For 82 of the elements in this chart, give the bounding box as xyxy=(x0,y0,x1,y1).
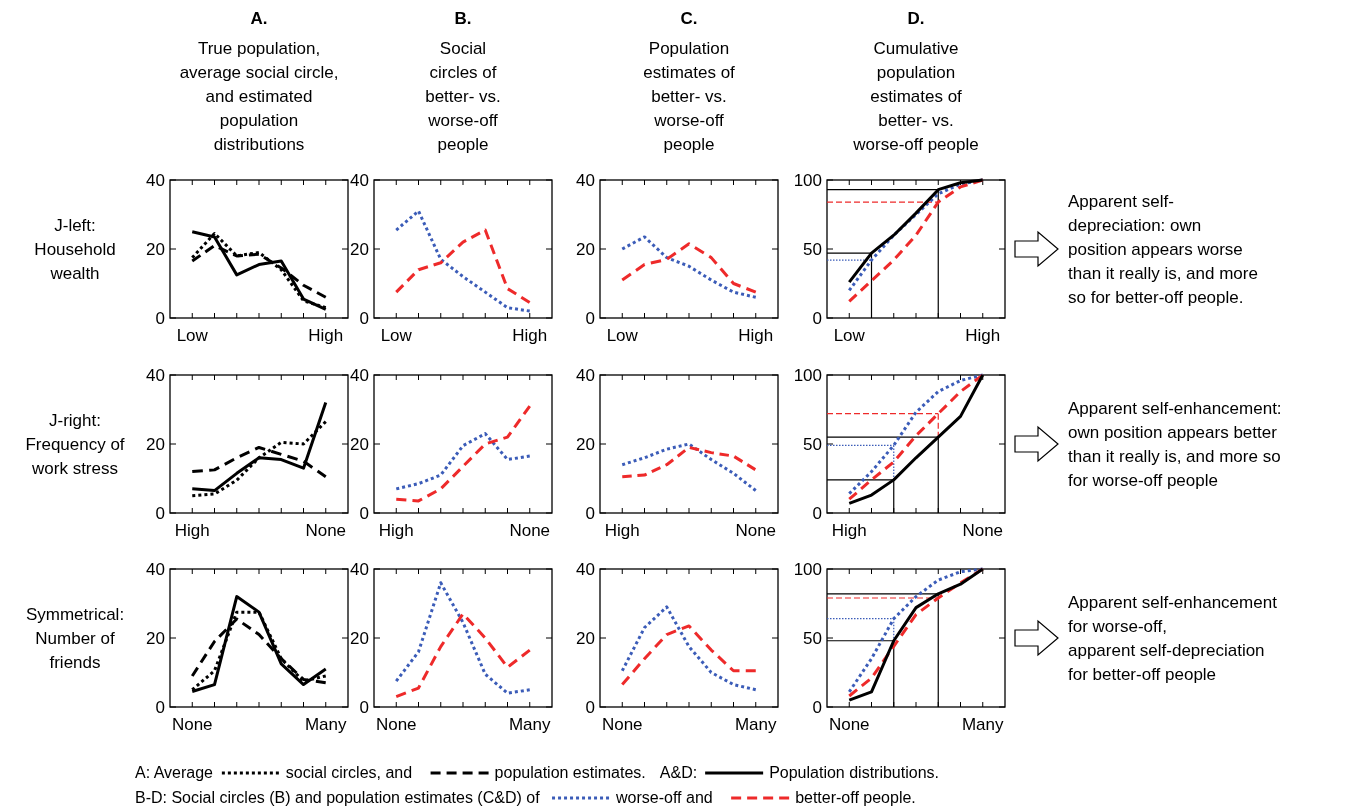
y-tick-label: 0 xyxy=(585,309,595,328)
x-tick-label: High xyxy=(738,326,774,345)
y-tick-label: 40 xyxy=(146,366,165,385)
x-tick-label: Many xyxy=(304,715,348,734)
x-tick-label: Many xyxy=(961,715,1005,734)
text: Apparent self- depreciation: own position appears worse than it really is, and more so for better-off people. xyxy=(1068,192,1258,307)
y-tick-label: 0 xyxy=(155,309,165,328)
x-tick-label: Many xyxy=(508,715,552,734)
y-tick-label: 0 xyxy=(585,504,595,523)
x-tick-label: High xyxy=(378,521,414,540)
x-tick-label: Low xyxy=(176,326,209,345)
x-tick-label: High xyxy=(308,326,344,345)
x-tick-label: High xyxy=(174,521,210,540)
y-tick-label: 0 xyxy=(585,698,595,717)
legend-title: A: Average xyxy=(135,764,214,781)
y-tick-label: 0 xyxy=(359,504,369,523)
x-tick-label: None xyxy=(601,715,643,734)
x-tick-label: None xyxy=(305,521,347,540)
y-tick-label: 50 xyxy=(803,240,822,259)
chart-title: D. xyxy=(907,9,925,28)
y-tick-label: 0 xyxy=(812,309,822,328)
x-tick-label: None xyxy=(375,715,417,734)
legend-label: worse-off and xyxy=(615,789,713,806)
legend-title: B-D: Social circles (B) and population estimates (C&D) of xyxy=(135,789,541,806)
y-tick-label: 20 xyxy=(350,435,369,454)
x-tick-label: High xyxy=(831,521,867,540)
y-tick-label: 40 xyxy=(146,171,165,190)
y-tick-label: 40 xyxy=(350,366,369,385)
x-tick-label: High xyxy=(604,521,640,540)
y-tick-label: 20 xyxy=(350,629,369,648)
y-tick-label: 20 xyxy=(146,240,165,259)
chart-title: C. xyxy=(680,9,698,28)
text: Apparent self-enhancement: own position appears better than it really is, and more so for worse-off people xyxy=(1068,399,1282,490)
y-tick-label: 0 xyxy=(812,698,822,717)
y-tick-label: 100 xyxy=(793,366,822,385)
y-tick-label: 40 xyxy=(350,560,369,579)
legend-title: A&D: xyxy=(659,764,698,781)
y-tick-label: 0 xyxy=(359,309,369,328)
x-tick-label: Low xyxy=(606,326,639,345)
x-tick-label: Low xyxy=(380,326,413,345)
y-tick-label: 0 xyxy=(155,504,165,523)
y-tick-label: 20 xyxy=(576,629,595,648)
y-axis-title: J-left: Household wealth xyxy=(34,216,116,283)
chart-subtitle: True population, average social circle, and estimated population distributions xyxy=(179,39,339,154)
x-tick-label: High xyxy=(512,326,548,345)
x-tick-label: High xyxy=(965,326,1001,345)
legend-label: population estimates. xyxy=(494,764,646,781)
y-tick-label: 40 xyxy=(350,171,369,190)
x-tick-label: None xyxy=(735,521,777,540)
y-tick-label: 40 xyxy=(576,366,595,385)
x-tick-label: Low xyxy=(833,326,866,345)
text: Apparent self-enhancement for worse-off, apparent self-depreciation for better-off people xyxy=(1068,593,1278,684)
x-tick-label: None xyxy=(962,521,1004,540)
y-tick-label: 20 xyxy=(576,435,595,454)
y-tick-label: 50 xyxy=(803,629,822,648)
y-axis-title: Symmetrical: Number of friends xyxy=(25,605,125,672)
y-tick-label: 20 xyxy=(146,629,165,648)
chart-subtitle: Population estimates of better- vs. worse-off people xyxy=(643,39,736,154)
x-tick-label: None xyxy=(171,715,213,734)
y-tick-label: 100 xyxy=(793,171,822,190)
legend-label: Population distributions. xyxy=(769,764,940,781)
x-tick-label: None xyxy=(509,521,551,540)
x-tick-label: None xyxy=(828,715,870,734)
y-tick-label: 0 xyxy=(155,698,165,717)
y-tick-label: 40 xyxy=(576,560,595,579)
y-tick-label: 20 xyxy=(576,240,595,259)
chart-subtitle: Cumulative population estimates of better- vs. worse-off people xyxy=(852,39,979,154)
legend-label: social circles, and xyxy=(285,764,413,781)
y-tick-label: 0 xyxy=(359,698,369,717)
y-tick-label: 40 xyxy=(576,171,595,190)
y-tick-label: 0 xyxy=(812,504,822,523)
y-tick-label: 20 xyxy=(350,240,369,259)
y-axis-title: J-right: Frequency of work stress xyxy=(25,411,125,478)
chart-subtitle: Social circles of better- vs. worse-off people xyxy=(425,39,501,154)
y-tick-label: 20 xyxy=(146,435,165,454)
y-tick-label: 100 xyxy=(793,560,822,579)
chart-title: A. xyxy=(250,9,268,28)
legend-label: better-off people. xyxy=(795,789,916,806)
y-tick-label: 40 xyxy=(146,560,165,579)
chart-title: B. xyxy=(454,9,472,28)
y-tick-label: 50 xyxy=(803,435,822,454)
x-tick-label: Many xyxy=(734,715,778,734)
